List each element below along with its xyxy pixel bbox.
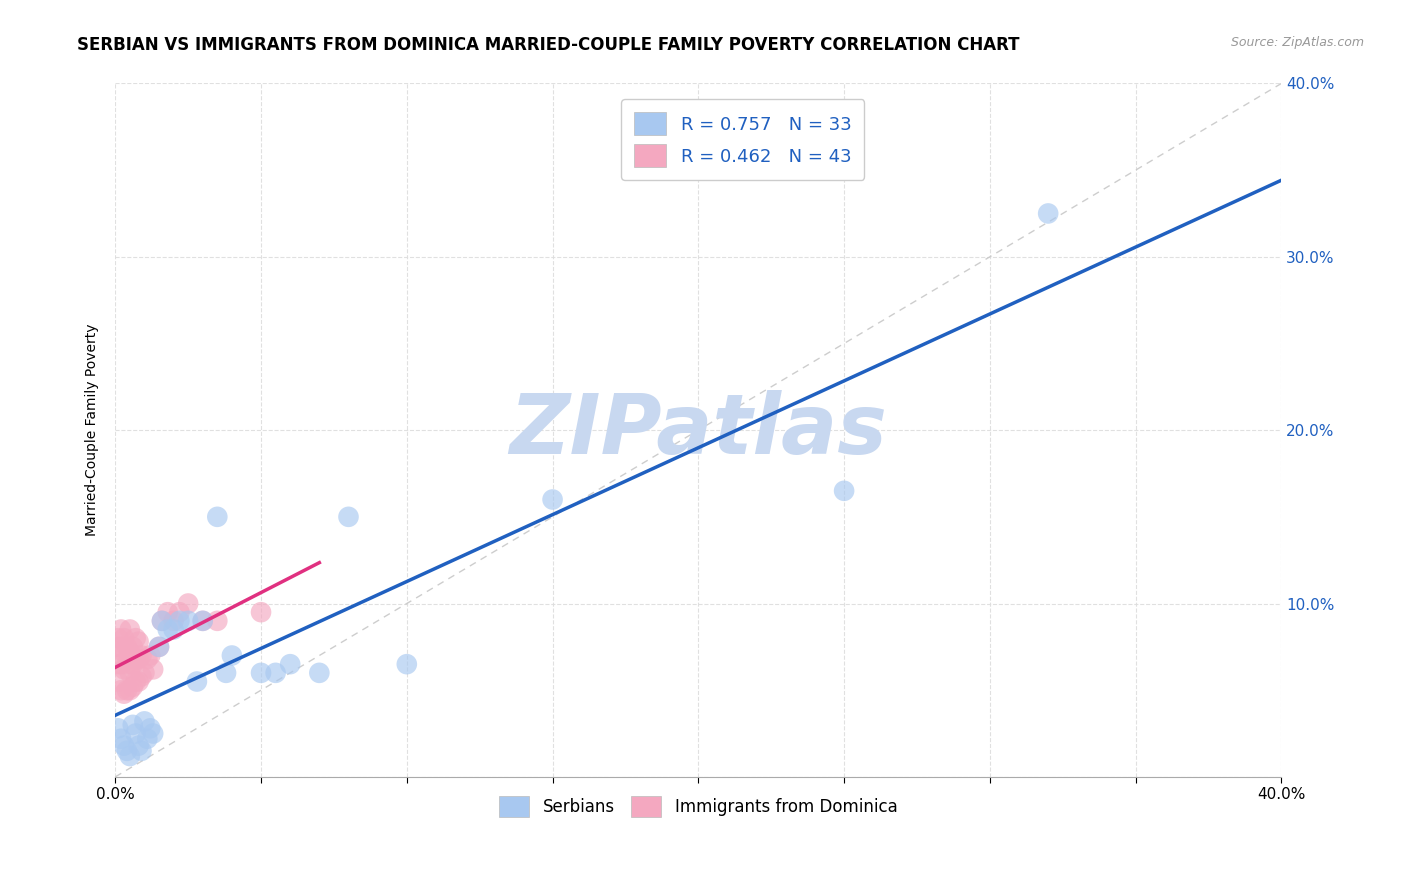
Text: SERBIAN VS IMMIGRANTS FROM DOMINICA MARRIED-COUPLE FAMILY POVERTY CORRELATION CH: SERBIAN VS IMMIGRANTS FROM DOMINICA MARR… xyxy=(77,36,1019,54)
Point xyxy=(191,614,214,628)
Point xyxy=(128,634,150,648)
Point xyxy=(121,657,143,672)
Point xyxy=(131,669,153,683)
Point xyxy=(162,623,184,637)
Point xyxy=(107,640,129,654)
Text: ZIPatlas: ZIPatlas xyxy=(509,390,887,471)
Point xyxy=(118,665,141,680)
Point xyxy=(142,726,165,740)
Point xyxy=(278,657,301,672)
Legend: Serbians, Immigrants from Dominica: Serbians, Immigrants from Dominica xyxy=(492,789,904,824)
Point xyxy=(107,722,129,736)
Point xyxy=(118,749,141,764)
Point xyxy=(112,645,135,659)
Point xyxy=(221,648,243,663)
Point xyxy=(156,605,179,619)
Point xyxy=(136,652,159,666)
Point xyxy=(250,605,273,619)
Point xyxy=(139,722,162,736)
Point xyxy=(115,640,138,654)
Point xyxy=(110,623,132,637)
Point xyxy=(110,731,132,746)
Point xyxy=(118,683,141,698)
Point xyxy=(139,648,162,663)
Point xyxy=(150,614,173,628)
Point xyxy=(131,744,153,758)
Point xyxy=(308,665,330,680)
Point xyxy=(250,665,273,680)
Point xyxy=(107,674,129,689)
Point xyxy=(264,665,287,680)
Point xyxy=(191,614,214,628)
Point xyxy=(207,509,229,524)
Point xyxy=(121,640,143,654)
Point xyxy=(121,718,143,732)
Point xyxy=(134,714,156,729)
Point xyxy=(395,657,418,672)
Point xyxy=(110,640,132,654)
Point xyxy=(148,640,170,654)
Point xyxy=(134,665,156,680)
Point xyxy=(107,631,129,645)
Point xyxy=(177,597,200,611)
Point xyxy=(142,662,165,676)
Point xyxy=(150,614,173,628)
Point xyxy=(118,623,141,637)
Point xyxy=(110,657,132,672)
Point xyxy=(148,640,170,654)
Point xyxy=(156,623,179,637)
Point xyxy=(115,744,138,758)
Point xyxy=(125,652,148,666)
Point xyxy=(186,674,208,689)
Point xyxy=(125,631,148,645)
Point xyxy=(1038,206,1060,220)
Point xyxy=(337,509,360,524)
Point xyxy=(115,683,138,698)
Point xyxy=(131,648,153,663)
Point xyxy=(110,683,132,698)
Point xyxy=(112,631,135,645)
Point xyxy=(162,614,184,628)
Point xyxy=(121,680,143,694)
Point xyxy=(136,731,159,746)
Point xyxy=(128,674,150,689)
Point xyxy=(118,645,141,659)
Point xyxy=(169,614,191,628)
Y-axis label: Married-Couple Family Poverty: Married-Couple Family Poverty xyxy=(86,324,100,536)
Point xyxy=(112,687,135,701)
Point xyxy=(112,739,135,753)
Point xyxy=(128,739,150,753)
Point xyxy=(207,614,229,628)
Point xyxy=(125,674,148,689)
Point xyxy=(832,483,855,498)
Point xyxy=(541,492,564,507)
Point xyxy=(125,726,148,740)
Point xyxy=(169,605,191,619)
Point xyxy=(215,665,238,680)
Point xyxy=(115,657,138,672)
Point xyxy=(112,662,135,676)
Text: Source: ZipAtlas.com: Source: ZipAtlas.com xyxy=(1230,36,1364,49)
Point xyxy=(177,614,200,628)
Point xyxy=(107,657,129,672)
Point xyxy=(128,652,150,666)
